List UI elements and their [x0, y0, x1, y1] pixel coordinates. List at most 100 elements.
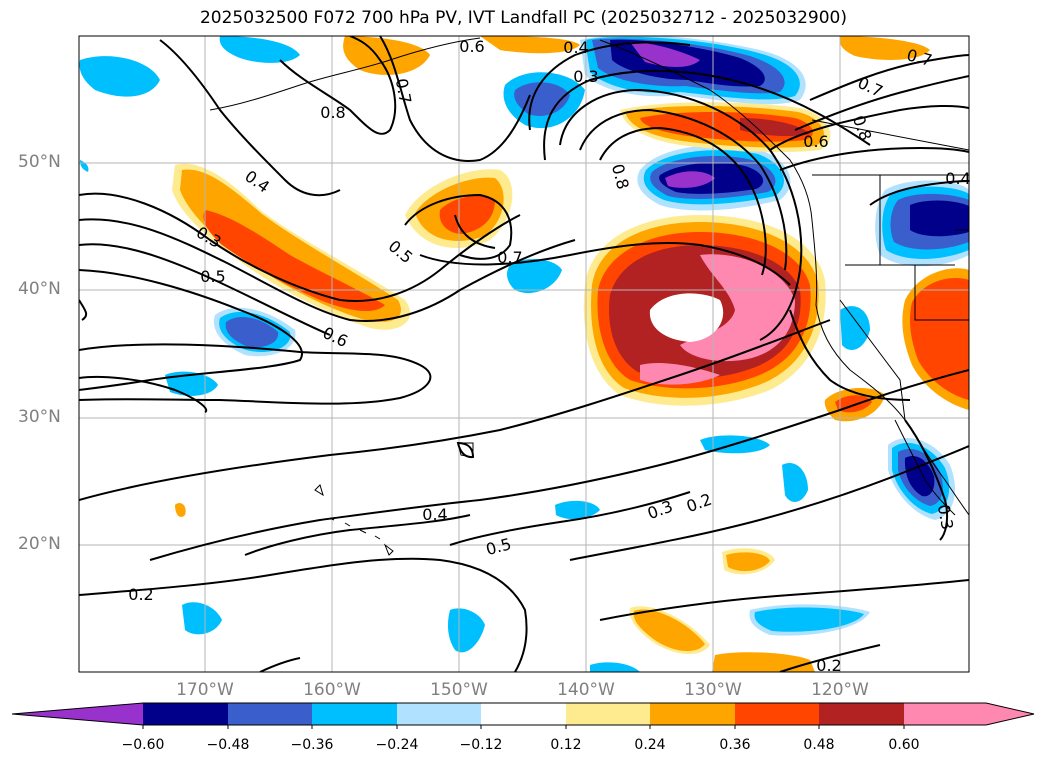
lat-label: 20°N	[18, 534, 61, 554]
pv-contour	[794, 75, 969, 131]
positive-anomaly-blob	[726, 552, 770, 572]
contour-label: 0.5	[484, 534, 514, 559]
negative-anomaly-blob	[507, 258, 562, 294]
pv-contour	[454, 214, 496, 249]
pv-contour	[904, 419, 949, 541]
negative-anomaly-blob	[904, 456, 935, 497]
anomaly-fill-layer	[79, 36, 969, 672]
pv-contour	[404, 193, 513, 260]
pv-contour	[559, 88, 803, 341]
negative-anomaly-blob	[447, 608, 485, 653]
colorbar-tick-label: −0.24	[375, 737, 419, 753]
map-frame	[78, 35, 970, 673]
coastline-us-west	[811, 219, 969, 516]
pv-contour	[809, 54, 969, 101]
pv-contour	[79, 557, 528, 672]
contour-label: 0.5	[385, 236, 417, 267]
contour-label: 0.8	[849, 113, 876, 143]
negative-anomaly-blob	[80, 160, 89, 172]
pv-contour	[449, 491, 691, 546]
negative-anomaly-blob	[665, 171, 715, 188]
negative-anomaly-blob	[840, 306, 870, 350]
positive-anomaly-blob	[839, 36, 930, 60]
contour-label: 0.4	[241, 166, 273, 196]
colorbar-segment	[650, 703, 735, 725]
contour-label: 0.3	[934, 503, 957, 531]
contour-label: 0.7	[392, 77, 415, 105]
colorbar-segment	[735, 703, 819, 725]
colorbar-extend-high	[986, 703, 1034, 725]
colorbar-segment	[904, 703, 986, 725]
contour-label: 0.3	[573, 67, 598, 86]
contour-label: 0.5	[200, 267, 225, 286]
positive-anomaly-band	[180, 169, 402, 322]
pv-contour	[789, 309, 911, 401]
pv-contour	[79, 375, 208, 413]
colorbar-tick-label: 0.48	[803, 737, 835, 753]
anomaly-hole	[649, 293, 724, 342]
coastline-alaska	[209, 37, 481, 111]
lon-label: 130°W	[684, 680, 742, 700]
hawaii-islands	[329, 517, 394, 556]
lat-label: 50°N	[18, 152, 61, 172]
pv-contour	[244, 514, 471, 556]
pv-contour	[259, 657, 301, 672]
lon-label: 150°W	[430, 680, 488, 700]
contour-label: 0.3	[645, 497, 675, 524]
pv-contour	[456, 441, 475, 459]
pv-contour	[579, 108, 788, 271]
state-border	[839, 299, 906, 421]
pv-contour	[79, 343, 432, 405]
pv-contour	[79, 218, 576, 322]
lon-label: 160°W	[303, 680, 361, 700]
colorbar-tick-label: 0.60	[888, 737, 920, 753]
contour-label: 0.4	[422, 505, 447, 524]
colorbar-extend-low	[12, 703, 143, 725]
pv-contour	[419, 242, 791, 286]
contour-label: 0.7	[855, 73, 886, 101]
pv-contour	[599, 126, 767, 276]
pv-contour	[379, 36, 531, 162]
colorbar-tick-label: 0.12	[550, 737, 582, 753]
positive-anomaly-blob	[343, 36, 430, 75]
negative-anomaly-blob	[225, 317, 279, 348]
negative-anomaly-blob	[514, 82, 570, 116]
contour-label: 0.2	[128, 585, 153, 604]
positive-anomaly-core	[640, 363, 720, 385]
colorbar-tick-label: −0.48	[206, 737, 250, 753]
pv-contour	[79, 269, 303, 391]
colorbar-tick-label: −0.36	[290, 737, 334, 753]
island	[314, 484, 324, 497]
negative-anomaly-blob	[782, 462, 808, 502]
colorbar-segment	[143, 703, 228, 725]
state-border	[914, 265, 969, 321]
positive-anomaly-band	[203, 210, 385, 312]
colorbar-segment	[312, 703, 397, 725]
lat-label: 30°N	[18, 407, 61, 427]
pv-contour	[149, 369, 969, 561]
pv-contour	[79, 319, 831, 501]
lon-label: 140°W	[557, 680, 615, 700]
pv-contours	[79, 36, 969, 672]
colorbar-segment	[397, 703, 481, 725]
positive-anomaly-stripe	[740, 118, 810, 137]
colorbar-segment	[228, 703, 312, 725]
contour-label: 0.4	[563, 38, 588, 57]
contour-label: 0.8	[608, 162, 633, 192]
lon-label: 120°W	[811, 680, 869, 700]
contour-label: 0.6	[803, 132, 828, 151]
coastline-bc	[599, 39, 813, 221]
pv-contour	[79, 192, 521, 302]
positive-anomaly-blob	[175, 503, 186, 517]
colorbar	[11, 702, 1035, 729]
negative-anomaly-blob	[590, 662, 640, 672]
colorbar-tick-label: 0.36	[719, 737, 751, 753]
negative-anomaly-blob	[630, 42, 700, 67]
pv-contour	[159, 39, 341, 197]
contour-label: 0.6	[320, 323, 351, 351]
colorbar-tick-label: −0.60	[121, 737, 165, 753]
colorbar-segment	[566, 703, 650, 725]
graticule	[79, 36, 969, 672]
pv-contour	[79, 243, 331, 336]
contour-label: 0.8	[320, 103, 345, 122]
